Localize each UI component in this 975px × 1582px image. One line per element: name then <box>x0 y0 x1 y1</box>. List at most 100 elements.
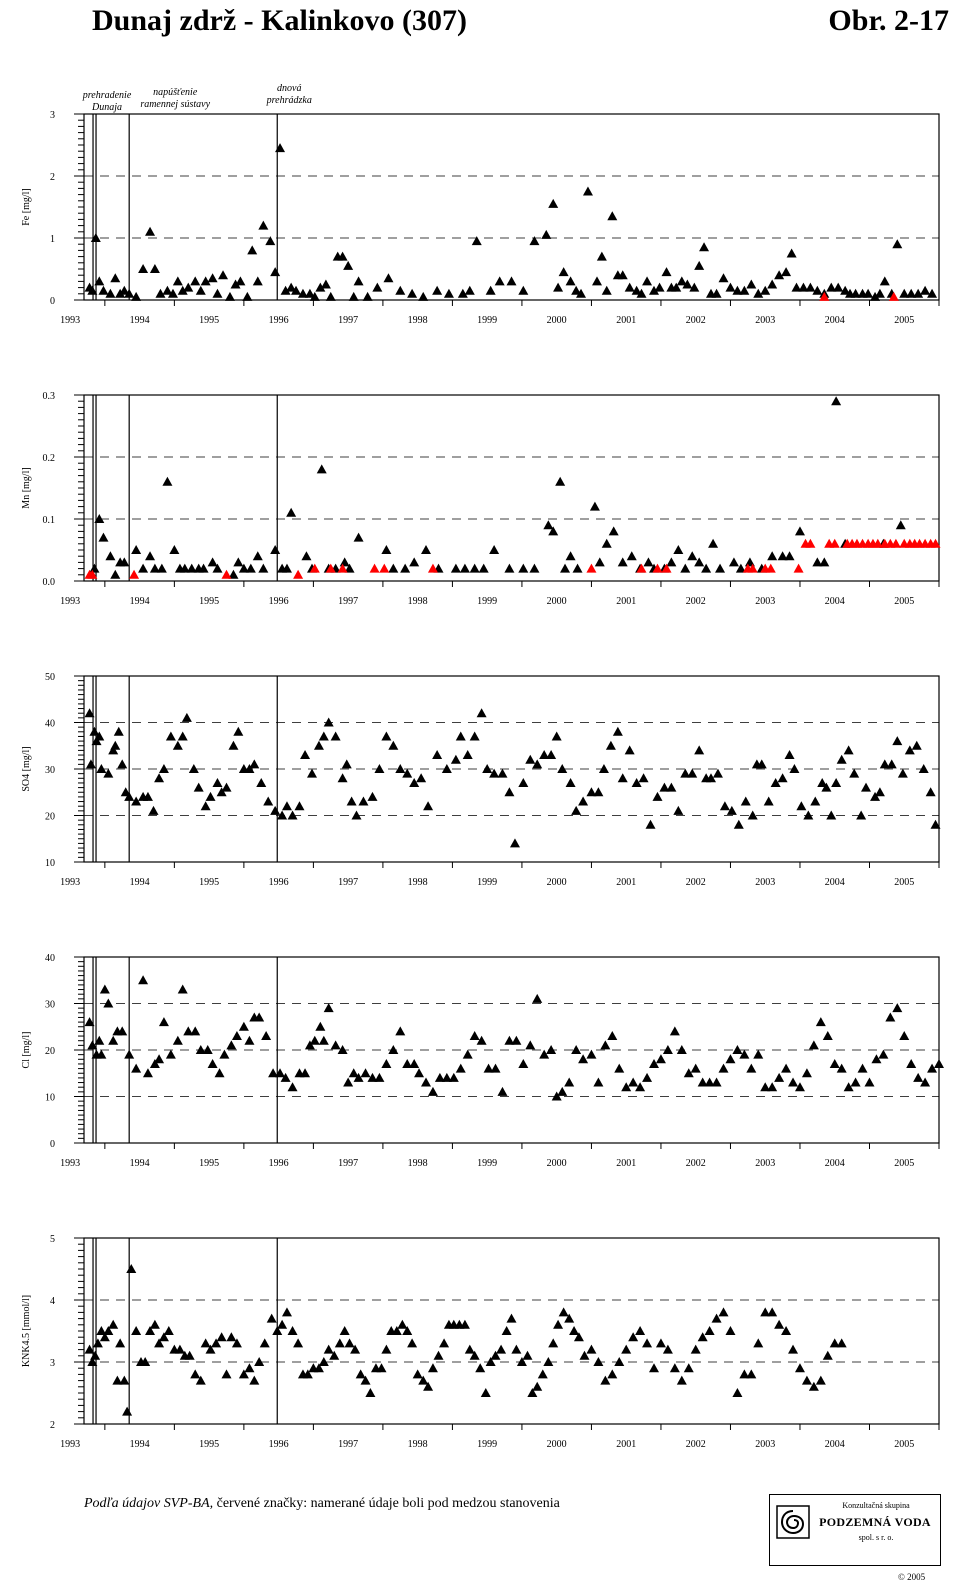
data-point <box>760 1307 771 1317</box>
x-tick-label: 1999 <box>477 1439 497 1450</box>
data-point <box>249 1375 260 1385</box>
data-point <box>586 1344 597 1354</box>
data-point <box>655 1054 666 1064</box>
data-point <box>895 520 906 530</box>
data-point <box>571 1045 582 1054</box>
data-point <box>94 731 105 741</box>
data-point <box>301 551 312 561</box>
data-point <box>172 1035 183 1045</box>
x-tick-label: 1993 <box>60 596 80 607</box>
data-point <box>490 1063 501 1073</box>
data-point <box>181 712 192 722</box>
data-point <box>154 773 165 783</box>
data-point <box>286 282 297 292</box>
data-point <box>857 1063 868 1073</box>
data-point <box>476 1035 487 1045</box>
data-point <box>485 285 496 295</box>
data-point <box>91 736 102 746</box>
data-point <box>149 563 160 573</box>
data-point <box>297 288 308 298</box>
data-point <box>469 563 480 573</box>
data-point <box>794 1363 805 1373</box>
data-point <box>98 532 109 542</box>
x-tick-label: 1993 <box>60 877 80 888</box>
data-point <box>90 1350 101 1360</box>
data-point <box>92 1338 103 1348</box>
data-point <box>608 526 619 536</box>
data-point <box>711 1077 722 1087</box>
data-point <box>459 563 470 573</box>
footer-source: Podľa údajov SVP-BA, <box>84 1496 214 1511</box>
data-point <box>270 267 281 277</box>
data-point <box>418 291 429 301</box>
data-point <box>407 1338 418 1348</box>
data-point <box>365 1388 376 1397</box>
data-point <box>177 984 188 994</box>
data-point <box>162 285 173 295</box>
data-point <box>546 750 557 760</box>
y-tick-label: 5 <box>50 1234 55 1245</box>
data-point <box>184 1350 195 1360</box>
x-tick-label: 1997 <box>338 1158 358 1169</box>
y-tick-label: 10 <box>45 1093 55 1104</box>
data-point <box>423 801 434 811</box>
data-point <box>374 764 385 773</box>
data-point <box>638 773 649 783</box>
data-point <box>560 563 571 573</box>
data-point <box>571 285 582 295</box>
data-point <box>165 1049 176 1059</box>
data-point <box>836 1063 847 1073</box>
data-point <box>179 563 190 573</box>
data-point <box>149 1058 160 1068</box>
data-point <box>801 1068 812 1078</box>
data-point <box>870 291 881 301</box>
data-point <box>642 1338 653 1348</box>
x-tick-label: 2001 <box>616 1439 636 1450</box>
data-point <box>350 1344 361 1354</box>
data-point <box>753 1049 764 1059</box>
data-point <box>309 291 320 301</box>
data-point <box>518 777 529 787</box>
below-limit-point <box>805 538 816 548</box>
data-point <box>726 805 737 815</box>
data-point <box>158 1017 169 1027</box>
x-tick-label: 1994 <box>130 877 150 888</box>
data-point <box>254 1012 265 1022</box>
data-point <box>360 1068 371 1078</box>
data-point <box>108 1035 119 1045</box>
data-point <box>433 1350 444 1360</box>
data-point <box>341 759 352 769</box>
data-point <box>822 1350 833 1360</box>
data-point <box>718 1307 729 1317</box>
x-tick-label: 2004 <box>825 877 845 888</box>
x-tick-label: 2003 <box>755 596 775 607</box>
data-point <box>183 282 194 292</box>
data-point <box>490 1350 501 1360</box>
data-point <box>395 1026 406 1036</box>
data-point <box>897 768 908 778</box>
data-point <box>281 1307 292 1317</box>
data-point <box>511 1344 522 1354</box>
data-point <box>247 245 258 255</box>
data-point <box>572 563 583 573</box>
below-limit-point <box>765 563 776 573</box>
data-point <box>145 226 156 236</box>
data-point <box>746 279 757 289</box>
data-point <box>124 1049 135 1059</box>
data-point <box>863 288 874 298</box>
data-point <box>302 1369 313 1379</box>
data-point <box>202 1045 213 1054</box>
data-point <box>211 1338 222 1348</box>
y-axis-title: Cl [mg/l] <box>21 1032 32 1069</box>
data-point <box>318 1035 329 1045</box>
data-point <box>676 276 687 286</box>
data-point <box>708 538 719 548</box>
data-point <box>794 1082 805 1092</box>
data-point <box>607 211 618 221</box>
data-point <box>482 764 493 773</box>
data-point <box>815 1017 826 1027</box>
data-point <box>388 740 399 750</box>
y-tick-label: 0.2 <box>43 453 56 464</box>
data-point <box>85 759 96 769</box>
data-point <box>586 1049 597 1059</box>
